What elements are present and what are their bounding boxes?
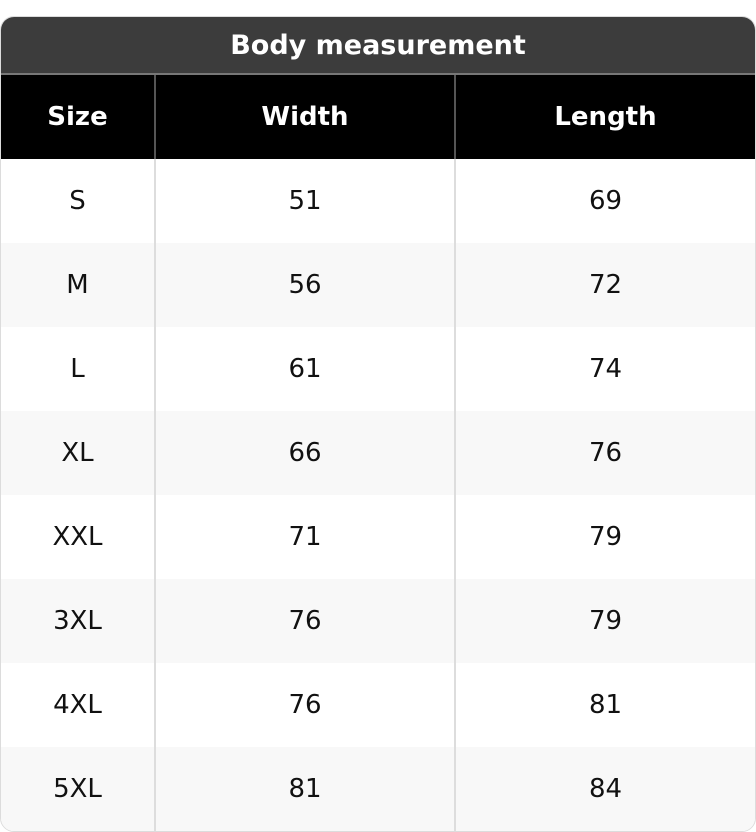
width-cell: 56 [154, 243, 455, 327]
size-cell: XL [1, 411, 155, 495]
header-length: Length [454, 75, 755, 159]
table-row: L 61 74 [1, 327, 755, 411]
size-cell: 3XL [1, 579, 155, 663]
table-row: 4XL 76 81 [1, 663, 755, 747]
width-cell: 76 [154, 663, 455, 747]
length-cell: 72 [454, 243, 755, 327]
size-cell: S [69, 186, 86, 216]
table-row: 5XL 81 84 [1, 747, 755, 831]
width-cell: 76 [154, 579, 455, 663]
header-width: Width [154, 75, 455, 159]
width-cell: 66 [154, 411, 455, 495]
table-row: M 56 72 [1, 243, 755, 327]
measurement-table: Size Width Length S 51 69 M 56 72 L 61 74 XL 66 76 X… [1, 75, 755, 831]
length-cell: 69 [454, 159, 755, 243]
width-cell: 81 [154, 747, 455, 831]
length-cell: 76 [454, 411, 755, 495]
width-cell: 71 [154, 495, 455, 579]
header-size: Size [1, 75, 155, 159]
length-cell: 84 [454, 747, 755, 831]
width-cell: 61 [154, 327, 455, 411]
length-cell: 81 [454, 663, 755, 747]
table-title: Body measurement [1, 17, 755, 75]
width-cell: 51 [154, 159, 455, 243]
length-cell: 79 [454, 579, 755, 663]
size-cell: 5XL [1, 747, 155, 831]
length-cell: 74 [454, 327, 755, 411]
size-cell: 4XL [53, 690, 102, 720]
table-row: 3XL 76 79 [1, 579, 755, 663]
header-row: Size Width Length [1, 75, 755, 159]
length-cell: 79 [454, 495, 755, 579]
size-cell: M [1, 243, 155, 327]
table-row: XXL 71 79 [1, 495, 755, 579]
size-cell: XXL [52, 522, 103, 552]
table-row: XL 66 76 [1, 411, 755, 495]
table-row: S 51 69 [1, 159, 755, 243]
size-cell: L [70, 354, 85, 384]
size-chart: Body measurement Size Width Length S 51 69… [0, 16, 756, 832]
